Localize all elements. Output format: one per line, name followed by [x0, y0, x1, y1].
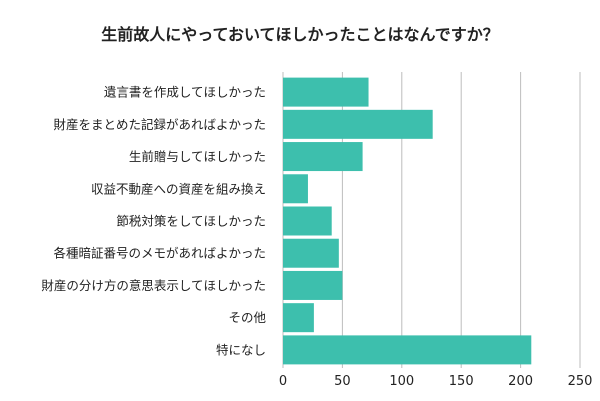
bar	[283, 142, 363, 172]
x-tick-label: 250	[568, 374, 593, 389]
category-label: その他	[228, 310, 266, 325]
bar	[283, 238, 339, 268]
bar	[283, 77, 369, 107]
x-tick-labels: 0 50 100 150 200 250	[279, 374, 593, 389]
x-tick-label: 50	[334, 374, 351, 389]
category-label: 節税対策をしてほしかった	[116, 214, 266, 229]
bar	[283, 109, 433, 139]
category-labels: 遺言書を作成してほしかった財産をまとめた記録があればよかった生前贈与してほしかっ…	[41, 85, 266, 358]
bar	[283, 206, 332, 236]
bar	[283, 174, 308, 204]
bar	[283, 303, 314, 333]
category-label: 財産の分け方の意思表示してほしかった	[41, 278, 266, 293]
x-tick-label: 150	[449, 374, 474, 389]
x-tick-label: 0	[279, 374, 287, 389]
chart-title: 生前故人にやっておいてほしかったことはなんですか？	[101, 25, 498, 44]
bar	[283, 270, 343, 300]
x-tick-label: 200	[508, 374, 533, 389]
category-label: 特になし	[216, 342, 266, 357]
category-label: 財産をまとめた記録があればよかった	[53, 117, 266, 132]
bars	[283, 77, 532, 365]
category-label: 収益不動産への資産を組み換え	[91, 181, 266, 196]
x-tick-label: 100	[389, 374, 414, 389]
category-label: 生前贈与してほしかった	[129, 149, 266, 164]
bar	[283, 335, 532, 365]
category-label: 遺言書を作成してほしかった	[104, 85, 266, 100]
category-label: 各種暗証番号のメモがあればよかった	[53, 246, 266, 261]
